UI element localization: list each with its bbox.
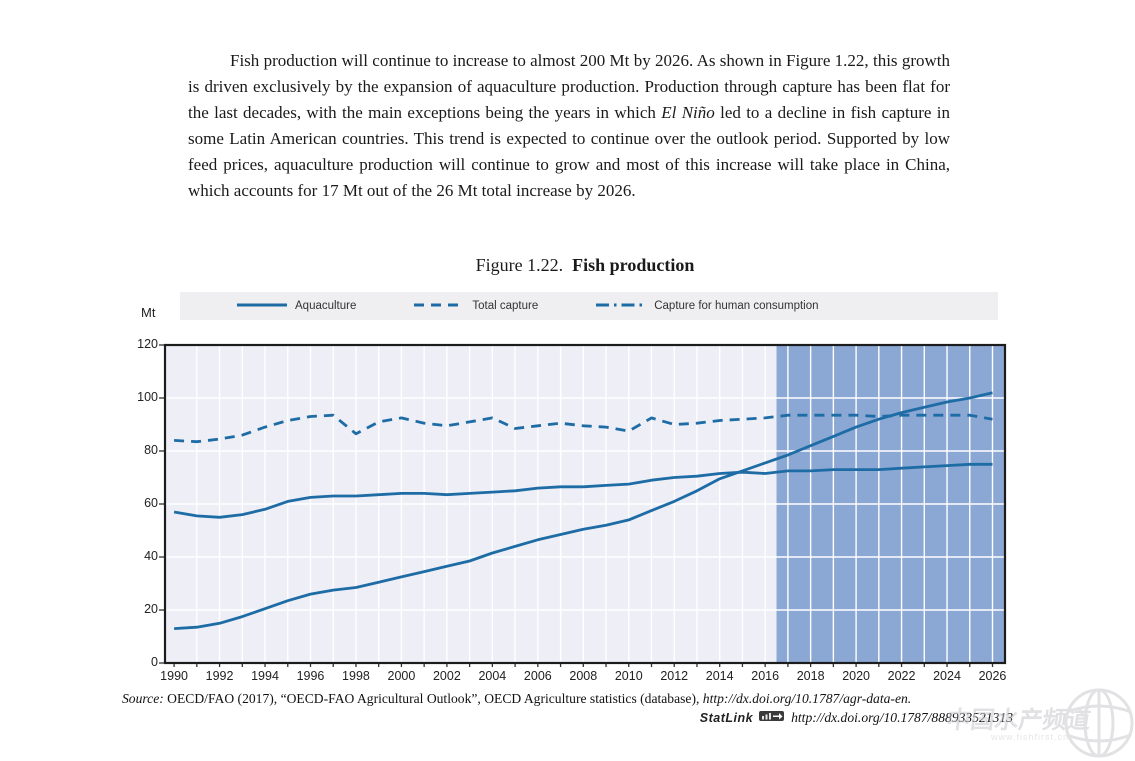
y-tick-label: 20 <box>144 602 158 616</box>
watermark-url: www.fishfirst.cn <box>990 732 1069 742</box>
x-tick-label: 2000 <box>387 669 416 683</box>
line-chart-canvas <box>159 343 1007 667</box>
source-note: Source: OECD/FAO (2017), “OECD-FAO Agric… <box>122 691 1014 707</box>
series-capture-for-human-consumption-line <box>173 462 993 519</box>
y-tick-label: 80 <box>144 443 158 457</box>
paragraph-text: led to a decline in fish capture in some… <box>188 102 951 200</box>
x-tick-label: 2018 <box>796 669 825 683</box>
x-tick-label: 1996 <box>296 669 325 683</box>
dashed-line-icon <box>413 300 465 312</box>
legend-label: Aquaculture <box>295 300 357 312</box>
source-doi-link[interactable]: http://dx.doi.org/10.1787/agr-data-en. <box>702 691 912 706</box>
source-text: OECD/FAO (2017), “OECD-FAO Agricultural … <box>163 691 703 706</box>
x-tick-label: 2008 <box>569 669 598 683</box>
statlink-label: StatLink <box>699 711 754 725</box>
y-tick-label: 0 <box>151 655 158 669</box>
x-tick-label: 1990 <box>160 669 188 683</box>
figure-title: Fish production <box>572 255 695 275</box>
figure-label: Figure 1.22. <box>475 255 564 275</box>
y-tick-label: 100 <box>137 390 158 404</box>
x-tick-label: 1994 <box>251 669 279 683</box>
paragraph-italic-term: El Niño <box>661 102 715 122</box>
x-tick-label: 2020 <box>842 669 870 683</box>
x-tick-label: 2016 <box>751 669 780 683</box>
globe-icon <box>1059 686 1135 761</box>
x-tick-label: 2024 <box>933 669 961 683</box>
x-tick-label: 2004 <box>478 669 507 683</box>
x-tick-label: 2006 <box>523 669 552 683</box>
x-tick-label: 2026 <box>978 669 1007 683</box>
chart-legend: Aquaculture Total capture Capture for hu… <box>180 292 998 320</box>
series-total-capture-line <box>174 413 993 444</box>
x-tick-label: 2014 <box>705 669 734 683</box>
statlink-row: StatLink http://dx.doi.org/10.1787/88893… <box>700 709 1013 727</box>
y-tick-label: 60 <box>144 496 158 510</box>
x-tick-label: 2022 <box>887 669 916 683</box>
intro-paragraph: Fish production will continue to increas… <box>188 48 950 203</box>
x-tick-label: 2012 <box>660 669 689 683</box>
x-tick-label: 2002 <box>432 669 461 683</box>
legend-label: Total capture <box>472 300 539 312</box>
figure-caption: Figure 1.22. Fish production <box>165 255 1005 276</box>
source-label: Source: <box>122 691 164 706</box>
y-tick-label: 120 <box>137 337 158 351</box>
legend-item-capture-human-consumption: Capture for human consumption <box>595 300 819 312</box>
series-aquaculture-line <box>174 391 993 630</box>
dash-dot-line-icon <box>595 300 647 312</box>
y-tick-label: 40 <box>144 549 158 563</box>
y-axis-unit-label: Mt <box>141 305 156 320</box>
legend-item-total-capture: Total capture <box>413 300 538 312</box>
statlink-doi-link[interactable]: http://dx.doi.org/10.1787/888933521313 <box>791 710 1013 725</box>
x-tick-label: 1998 <box>342 669 370 683</box>
solid-line-icon <box>236 300 288 312</box>
legend-item-aquaculture: Aquaculture <box>236 300 356 312</box>
statlink-icon <box>759 709 785 727</box>
paragraph-text: Fish production will continue to increas… <box>188 51 950 122</box>
x-tick-label: 2010 <box>614 669 643 683</box>
legend-label: Capture for human consumption <box>654 300 819 312</box>
x-tick-label: 1992 <box>205 669 234 683</box>
